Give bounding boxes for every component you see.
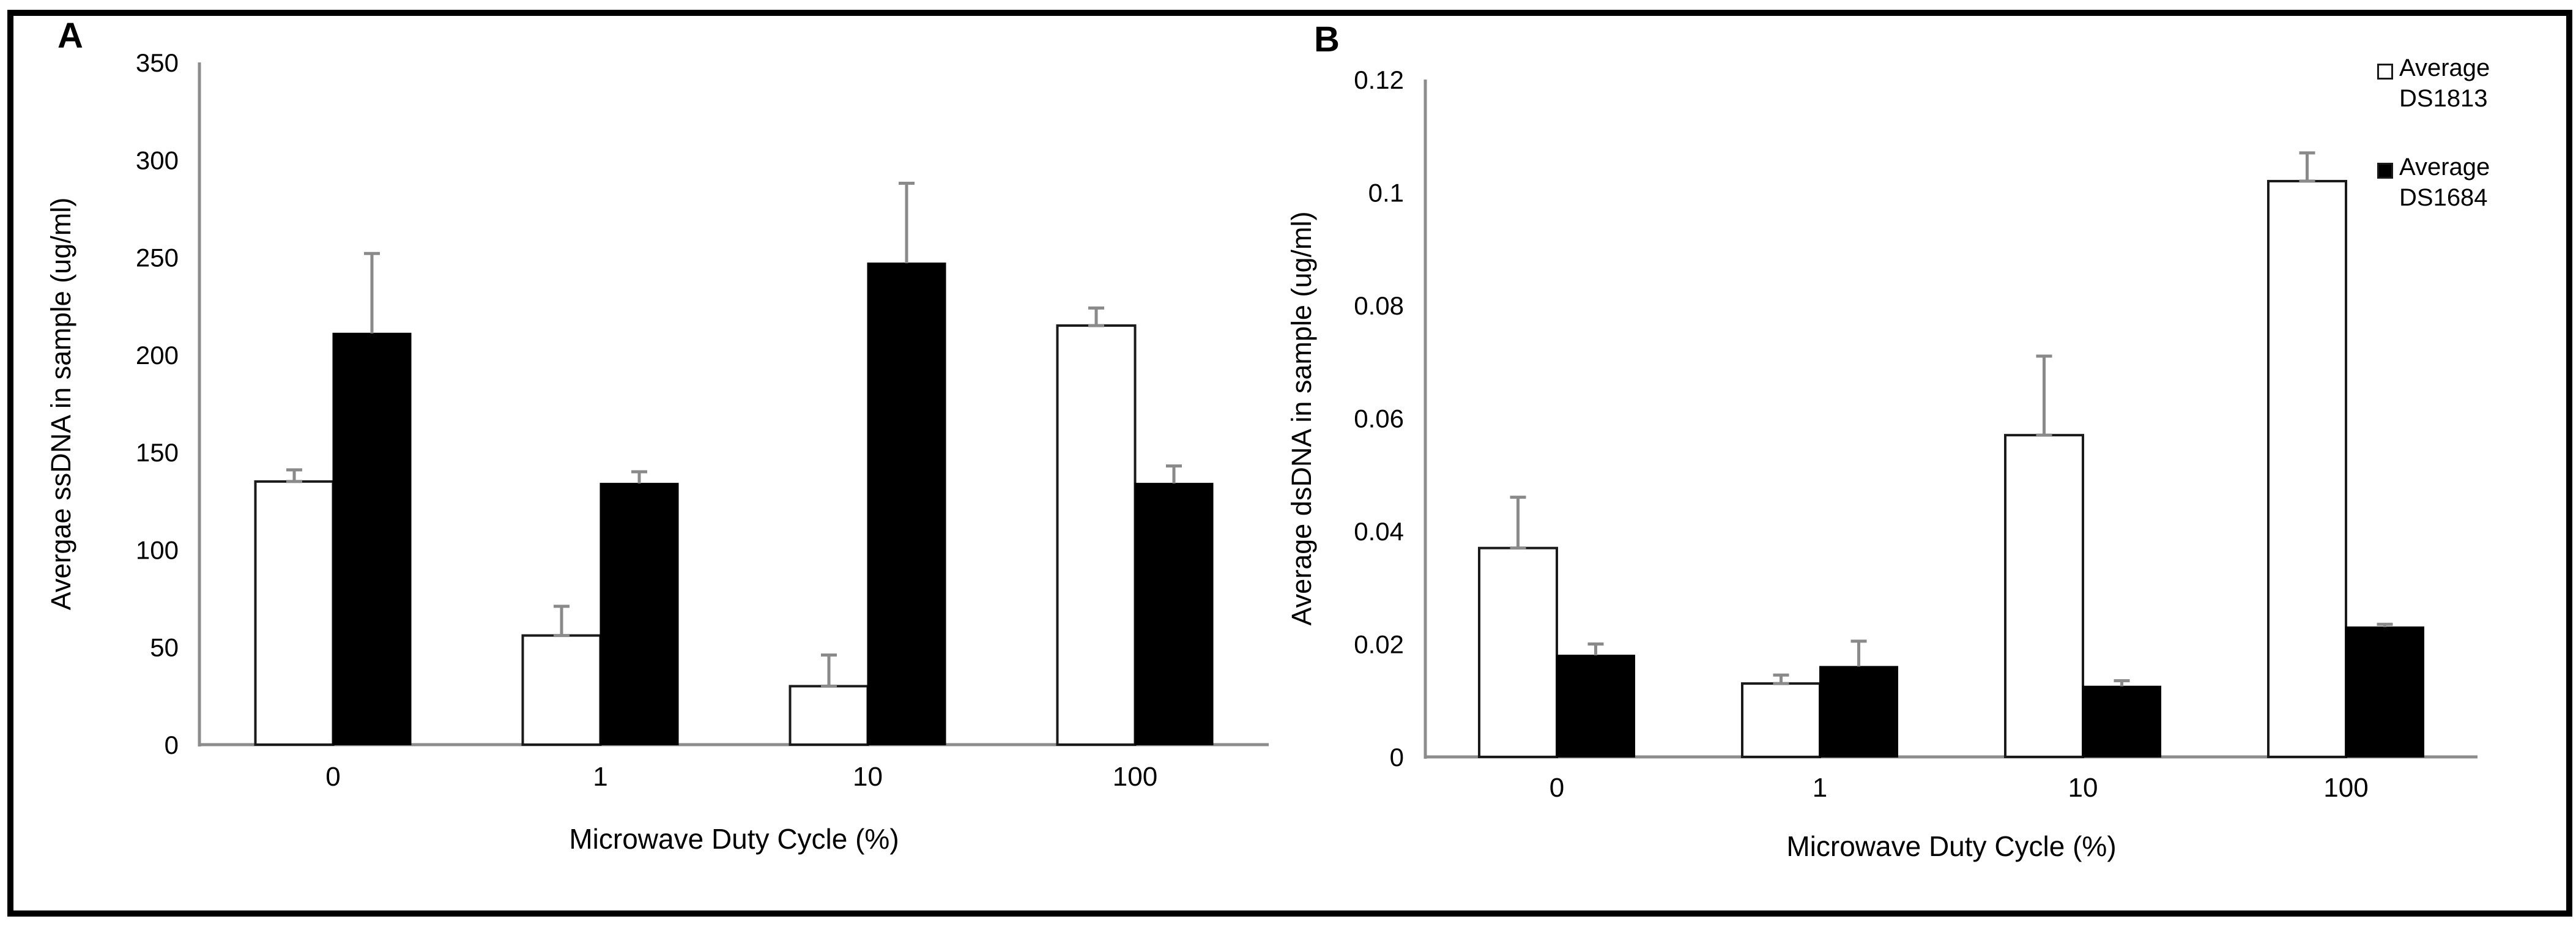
x-tick-label-b: 10 [2068, 773, 2098, 803]
y-tick-label-b: 0.02 [1354, 630, 1404, 659]
y-tick-label-a: 100 [136, 535, 179, 564]
y-tick-label-a: 150 [136, 438, 179, 467]
x-tick-label-b: 1 [1813, 773, 1827, 803]
x-tick-label-a: 0 [325, 762, 340, 792]
legend-item-ds1813: Average DS1813 [2377, 53, 2490, 114]
y-tick-label-a: 300 [136, 146, 179, 174]
y-tick-label-a: 0 [165, 731, 179, 759]
y-tick-label-b: 0.1 [1368, 179, 1404, 207]
bar-ds1813-a-10 [789, 685, 869, 746]
bar-ds1813-a-100 [1056, 324, 1137, 746]
y-tick-label-b: 0.08 [1354, 291, 1404, 320]
x-tick-label-a: 100 [1113, 762, 1157, 792]
bar-ds1684-b-1 [1819, 666, 1898, 758]
bar-ds1684-a-10 [867, 262, 946, 745]
legend-label-ds1813: Average DS1813 [2399, 53, 2490, 114]
panel-b-x-axis-title: Microwave Duty Cycle (%) [1786, 830, 2117, 862]
legend-label-ds1684-line2: DS1684 [2399, 184, 2488, 211]
bar-ds1813-b-0 [1478, 546, 1558, 758]
legend-label-ds1684-line1: Average [2399, 154, 2490, 181]
panel-b-y-axis-title: Average dsDNA in sample (ug/ml) [1286, 211, 1317, 626]
bar-ds1684-a-100 [1134, 483, 1214, 745]
y-tick-label-b: 0.06 [1354, 404, 1404, 433]
bar-ds1684-a-1 [599, 483, 679, 745]
x-tick-label-a: 10 [853, 762, 883, 792]
bar-ds1684-a-0 [332, 332, 412, 745]
x-tick-label-a: 1 [593, 762, 607, 792]
y-tick-label-a: 200 [136, 341, 179, 370]
x-tick-label-b: 100 [2323, 773, 2368, 803]
panel-a-label: A [58, 16, 83, 56]
legend-swatch-ds1684-icon [2377, 163, 2393, 179]
y-tick-label-b: 0 [1390, 743, 1404, 772]
legend-swatch-ds1813-icon [2377, 64, 2393, 80]
bar-ds1684-b-100 [2345, 626, 2424, 758]
y-tick-label-b: 0.04 [1354, 517, 1404, 546]
y-tick-label-a: 250 [136, 244, 179, 272]
x-tick-label-b: 0 [1550, 773, 1564, 803]
legend-item-ds1684: Average DS1684 [2377, 152, 2490, 213]
panel-a-y-axis-title: Avergae ssDNA in sample (ug/ml) [45, 197, 76, 611]
bar-ds1684-b-10 [2082, 685, 2161, 758]
bar-ds1684-b-0 [1556, 654, 1635, 758]
figure-frame [7, 10, 2572, 917]
legend-label-ds1684: Average DS1684 [2399, 152, 2490, 213]
panel-b-label: B [1314, 20, 1340, 59]
bar-ds1813-b-100 [2267, 180, 2347, 758]
bar-ds1813-a-1 [521, 634, 602, 746]
bar-ds1813-b-10 [2004, 434, 2084, 758]
legend-label-ds1813-line2: DS1813 [2399, 85, 2488, 112]
bar-ds1813-a-0 [254, 480, 335, 746]
legend-label-ds1813-line1: Average [2399, 54, 2490, 81]
y-tick-label-b: 0.12 [1354, 65, 1404, 94]
y-tick-label-a: 50 [150, 633, 179, 662]
panel-a-x-axis-title: Microwave Duty Cycle (%) [569, 823, 899, 855]
bar-ds1813-b-1 [1741, 682, 1821, 758]
y-tick-label-a: 350 [136, 48, 179, 77]
